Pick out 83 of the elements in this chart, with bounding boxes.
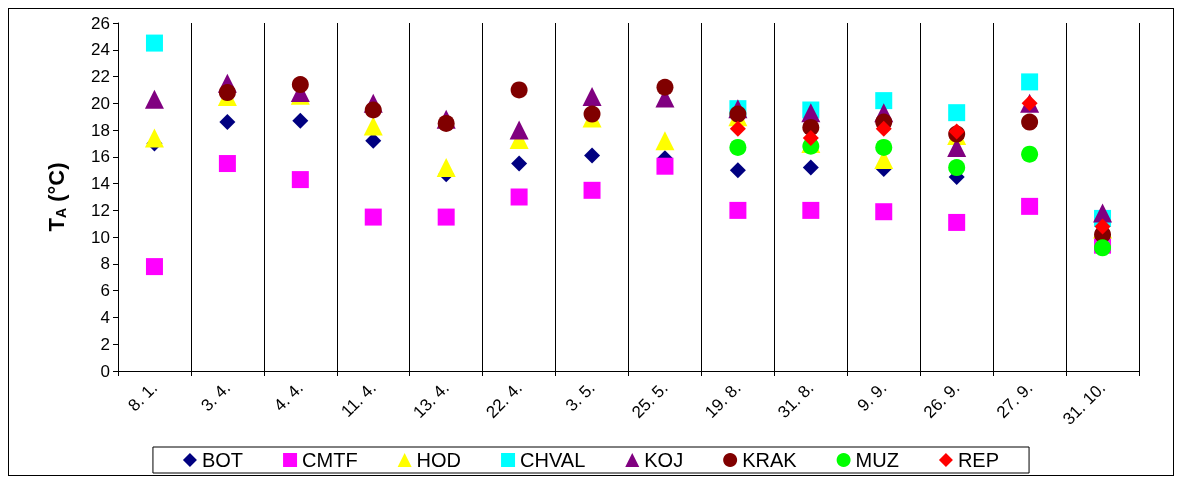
point	[218, 155, 236, 173]
x-tick-label: 31. 8.	[774, 378, 818, 422]
point	[948, 213, 966, 231]
point	[364, 208, 382, 226]
y-tick-label: 12	[91, 200, 110, 220]
x-tick-label: 3. 5.	[561, 378, 599, 416]
x-tick-label: 19. 8.	[701, 378, 745, 422]
point	[1021, 145, 1039, 163]
point	[364, 101, 382, 119]
point	[583, 105, 601, 123]
point	[1094, 218, 1111, 235]
point	[510, 81, 528, 99]
point	[145, 258, 163, 276]
x-tick-label: 8. 1.	[124, 378, 162, 416]
y-tick-label: 8	[100, 254, 110, 274]
point	[145, 34, 163, 52]
point	[437, 114, 455, 132]
legend-label: KRAK	[742, 449, 798, 471]
point	[1021, 197, 1039, 215]
y-tick-label: 20	[91, 93, 110, 113]
point	[511, 155, 528, 172]
point	[875, 203, 893, 221]
point	[363, 116, 383, 136]
y-tick-label: 26	[91, 13, 110, 33]
point	[802, 159, 819, 176]
point	[875, 138, 893, 156]
point	[144, 128, 164, 148]
point	[729, 120, 746, 137]
legend-label: BOT	[201, 449, 244, 471]
point	[655, 131, 675, 151]
y-axis-title: TA (°C)	[43, 162, 69, 232]
point	[948, 159, 966, 177]
y-tick-label: 4	[100, 307, 110, 327]
point	[656, 157, 674, 175]
point	[656, 78, 674, 96]
y-tick-label: 16	[91, 147, 110, 167]
point	[291, 76, 309, 94]
legend-label: KOJ	[644, 449, 684, 471]
y-tick-label: 6	[100, 281, 110, 301]
y-tick-label: 24	[91, 40, 110, 60]
point	[509, 120, 529, 140]
legend-label: HOD	[416, 449, 462, 471]
point	[875, 120, 892, 137]
legend-label: CHVAL	[520, 449, 586, 471]
x-tick-label: 9. 9.	[853, 378, 891, 416]
point	[218, 84, 236, 102]
x-tick-label: 26. 9.	[919, 378, 964, 422]
point	[729, 201, 747, 219]
x-tick-label: 13. 4.	[409, 378, 453, 422]
point	[437, 208, 455, 226]
x-tick-label: 22. 4.	[482, 378, 526, 422]
point	[1021, 113, 1039, 131]
point	[584, 147, 601, 164]
point	[292, 112, 309, 129]
y-tick-label: 0	[100, 361, 110, 381]
point	[1021, 73, 1039, 91]
point	[510, 188, 528, 206]
point	[948, 104, 966, 122]
x-tick-label: 4. 4.	[270, 378, 308, 416]
point	[219, 114, 236, 131]
y-tick-label: 22	[91, 67, 110, 87]
point	[802, 201, 820, 219]
point	[729, 162, 746, 179]
y-tick-label: 14	[91, 174, 110, 194]
x-tick-label: 3. 4.	[197, 378, 235, 416]
legend-label: CMTF	[302, 449, 358, 471]
x-tick-label: 25. 5.	[628, 378, 672, 422]
y-tick-label: 18	[91, 120, 110, 140]
y-tick-label: 2	[100, 334, 110, 354]
x-tick-label: 31. 10.	[1059, 378, 1110, 429]
point	[583, 181, 601, 199]
legend-label: MUZ	[855, 449, 899, 471]
point	[802, 130, 819, 147]
point	[291, 171, 309, 189]
point	[729, 138, 747, 156]
y-tick-label: 10	[91, 227, 110, 247]
point	[582, 87, 602, 107]
point	[436, 158, 456, 178]
x-tick-label: 11. 4.	[337, 378, 380, 421]
point	[875, 92, 893, 110]
legend-label: REP	[957, 449, 1000, 471]
x-tick-label: 27. 9.	[992, 378, 1037, 422]
point	[144, 89, 164, 109]
